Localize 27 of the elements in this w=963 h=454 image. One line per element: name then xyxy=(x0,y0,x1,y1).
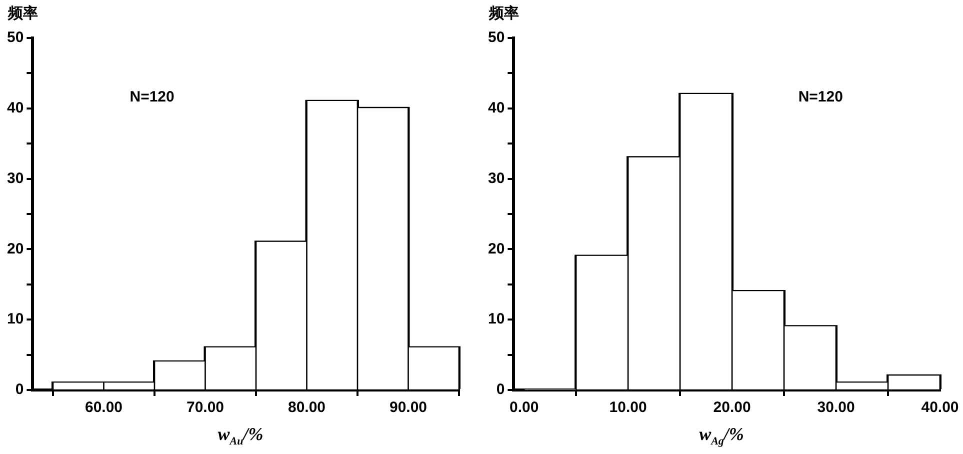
x-tick-label: 10.00 xyxy=(609,399,647,416)
y-tick-label: 40 xyxy=(488,100,505,117)
x-tick-label: 30.00 xyxy=(817,399,855,416)
y-tick-label: 50 xyxy=(6,29,24,46)
y-tick-label: 20 xyxy=(6,240,24,258)
y-tick-label: 30 xyxy=(6,170,24,187)
x-tick-label: 60.00 xyxy=(84,399,123,416)
y-tick-label: 0 xyxy=(15,381,24,398)
x-tick-label: 70.00 xyxy=(186,399,224,416)
x-tick-label: 80.00 xyxy=(288,399,326,416)
y-axis-title: 频率 xyxy=(8,4,38,23)
y-tick-label: 20 xyxy=(488,240,505,258)
x-axis-title: w$_{Au}$/% xyxy=(216,424,264,448)
annotation: N=120 xyxy=(130,88,174,106)
y-tick-label: 30 xyxy=(488,170,505,187)
y-axis-title: 频率 xyxy=(489,4,519,23)
x-tick-label: 0.00 xyxy=(509,399,539,416)
x-tick-label: 90.00 xyxy=(389,399,428,416)
y-tick-label: 10 xyxy=(6,310,24,328)
x-tick-label: 40.00 xyxy=(921,399,959,416)
x-axis-title: w$_{Ag}$/% xyxy=(698,424,745,448)
y-tick-label: 10 xyxy=(488,310,505,328)
annotation: N=120 xyxy=(798,88,843,106)
y-tick-label: 50 xyxy=(488,29,505,46)
x-tick-label: 20.00 xyxy=(713,399,751,416)
y-tick-label: 40 xyxy=(6,100,24,117)
y-tick-label: 0 xyxy=(496,381,505,398)
